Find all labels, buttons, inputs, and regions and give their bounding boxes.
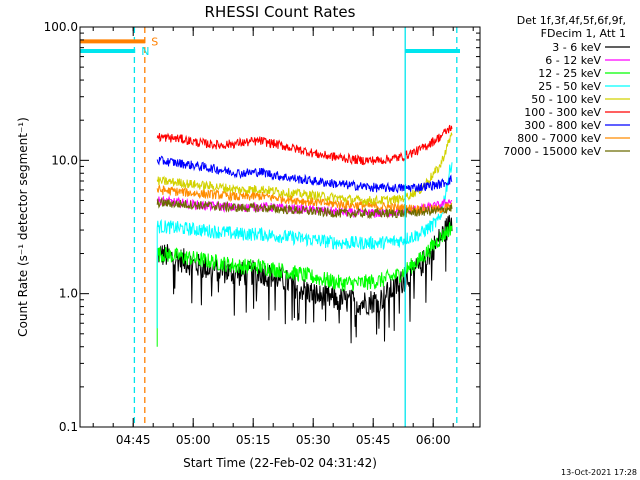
legend-entry-label: 800 - 7000 keV — [517, 132, 601, 145]
x-tick-label: 05:15 — [236, 433, 271, 447]
chart-title: RHESSI Count Rates — [205, 3, 356, 21]
x-axis: 04:45 05:00 05:15 05:30 05:45 06:00 — [92, 27, 474, 447]
x-tick-label: 05:00 — [176, 433, 211, 447]
flag-label-n: N — [141, 45, 149, 58]
x-tick-label: 04:45 — [116, 433, 151, 447]
legend-entry-label: 7000 - 15000 keV — [503, 145, 601, 158]
y-axis-label: Count Rate (s⁻¹ detector segment⁻¹) — [16, 117, 30, 337]
legend-entry-label: 50 - 100 keV — [531, 93, 601, 106]
series-layer — [156, 124, 453, 347]
generation-timestamp: 13-Oct-2021 17:28 — [561, 468, 637, 477]
y-tick-label: 0.1 — [59, 420, 78, 434]
series-line-12-25kev — [156, 222, 453, 347]
y-tick-label: 1.0 — [59, 287, 78, 301]
legend-entry-label: 300 - 800 keV — [524, 119, 601, 132]
flag-label-s: S — [151, 35, 158, 48]
markers-layer: SN — [80, 27, 460, 427]
y-tick-label: 100.0 — [44, 20, 78, 34]
y-axis: 0.1 1.0 10.0 100.0 — [44, 20, 480, 434]
legend-entry-label: 25 - 50 keV — [538, 80, 601, 93]
legend-header-line: Det 1f,3f,4f,5f,6f,9f, — [517, 14, 626, 27]
legend: Det 1f,3f,4f,5f,6f,9f,FDecim 1, Att 13 -… — [503, 14, 630, 158]
series-line-100-300kev — [156, 124, 453, 166]
series-line-25-50kev — [156, 162, 453, 329]
x-tick-label: 05:45 — [356, 433, 391, 447]
series-line-3-6kev — [156, 214, 453, 344]
x-tick-label: 06:00 — [416, 433, 451, 447]
plot-frame — [79, 26, 481, 428]
legend-entry-label: 6 - 12 keV — [545, 54, 601, 67]
legend-entry-label: 3 - 6 keV — [552, 41, 601, 54]
legend-header-line: FDecim 1, Att 1 — [541, 27, 626, 40]
series-line-7000-15000kev — [156, 196, 453, 220]
y-tick-label: 10.0 — [51, 153, 78, 167]
series-line-300-800kev — [156, 155, 453, 194]
x-axis-label: Start Time (22-Feb-02 04:31:42) — [183, 456, 377, 470]
x-tick-label: 05:30 — [296, 433, 331, 447]
legend-entry-label: 100 - 300 keV — [524, 106, 601, 119]
series-line-50-100kev — [156, 132, 453, 206]
legend-entry-label: 12 - 25 keV — [538, 67, 601, 80]
